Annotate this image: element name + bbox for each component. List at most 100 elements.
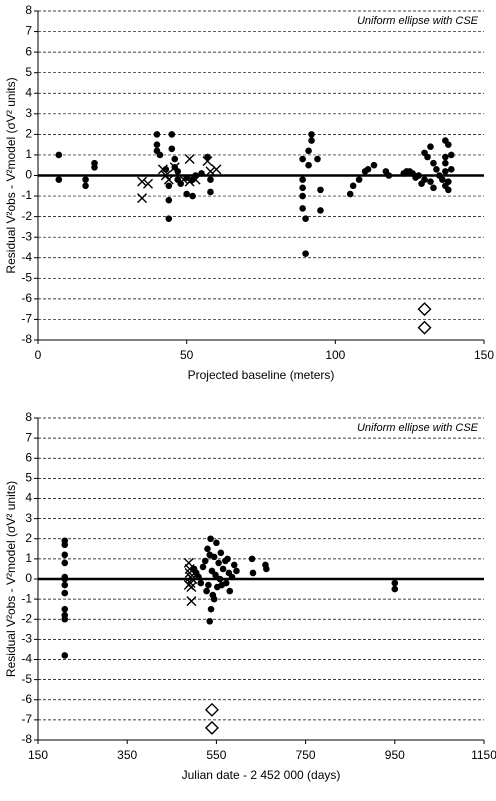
point <box>61 589 69 597</box>
point <box>249 569 257 577</box>
point <box>82 176 89 183</box>
point <box>183 190 190 198</box>
point <box>199 563 207 571</box>
point <box>442 168 449 175</box>
point <box>184 154 195 165</box>
point <box>210 553 218 561</box>
point <box>445 141 452 148</box>
point <box>201 557 209 565</box>
x-tick-label: 0 <box>35 348 42 362</box>
point <box>61 605 69 613</box>
point <box>143 178 154 189</box>
point <box>445 178 452 185</box>
point <box>178 174 189 185</box>
point <box>317 207 324 214</box>
point <box>433 166 440 173</box>
point <box>305 161 312 169</box>
point <box>447 151 455 159</box>
point <box>417 302 432 317</box>
point <box>61 551 69 559</box>
point <box>445 186 452 194</box>
point <box>430 159 437 167</box>
point <box>163 174 174 185</box>
x-tick-label: 550 <box>206 748 226 762</box>
annotation: Uniform ellipse with CSE <box>357 15 479 27</box>
point <box>430 184 437 192</box>
x-tick-label: 750 <box>296 748 316 762</box>
y-tick-label: 2 <box>25 127 32 141</box>
point <box>233 567 240 575</box>
point <box>299 176 306 183</box>
point <box>137 193 148 204</box>
point <box>61 541 69 549</box>
y-tick-label: -6 <box>21 692 32 706</box>
point <box>226 587 234 595</box>
chart-panel: -8 -7 -6 -5 -4 -3 -2 -1 0 1 2 3 4 5 6 7 8 0 50 100 150 Projec… <box>4 3 494 382</box>
point <box>55 176 63 183</box>
point <box>91 163 98 171</box>
y-axis-label: Residual V²obs - V²model (σV² units) <box>4 481 18 677</box>
y-tick-label: -4 <box>21 652 32 666</box>
y-tick-label: 0 <box>25 571 32 585</box>
point <box>299 155 306 163</box>
y-tick-label: -1 <box>21 188 32 202</box>
point <box>204 720 219 735</box>
point <box>299 205 306 212</box>
point <box>61 559 69 567</box>
point <box>153 141 161 148</box>
y-tick-label: 3 <box>25 106 32 120</box>
point <box>346 190 354 198</box>
point <box>222 579 230 587</box>
y-tick-label: -1 <box>21 591 32 605</box>
point <box>153 131 161 138</box>
point <box>156 151 164 159</box>
y-tick-label: 0 <box>25 168 32 182</box>
point <box>190 174 201 185</box>
point <box>349 182 357 190</box>
point <box>314 155 321 163</box>
point <box>169 162 180 173</box>
x-tick-label: 350 <box>117 748 137 762</box>
point <box>442 153 449 161</box>
point <box>165 182 173 190</box>
point <box>263 565 270 573</box>
point <box>205 166 216 177</box>
point <box>205 581 212 589</box>
y-tick-label: 6 <box>25 44 32 58</box>
y-tick-label: 2 <box>25 531 32 545</box>
point <box>219 565 227 573</box>
point <box>364 166 372 173</box>
point <box>248 555 256 563</box>
point <box>165 196 173 204</box>
point <box>230 561 238 569</box>
y-tick-label: 4 <box>25 85 32 99</box>
point <box>171 155 179 163</box>
point <box>82 182 89 190</box>
point <box>228 573 236 581</box>
y-tick-label: -5 <box>21 270 32 284</box>
point <box>165 215 173 222</box>
point <box>299 192 306 200</box>
point <box>308 131 315 138</box>
y-tick-label: 7 <box>25 430 32 444</box>
annotation: Uniform ellipse with CSE <box>357 422 479 434</box>
point <box>207 176 214 183</box>
y-tick-label: 4 <box>25 491 32 505</box>
y-tick-label: 6 <box>25 450 32 464</box>
y-tick-label: 8 <box>25 410 32 424</box>
point <box>61 615 69 623</box>
y-tick-label: 5 <box>25 471 32 485</box>
point <box>183 580 194 591</box>
point <box>417 320 432 335</box>
x-axis-label: Julian date - 2 452 000 (days) <box>182 768 341 782</box>
point <box>204 545 211 553</box>
point <box>184 563 195 574</box>
y-tick-label: -3 <box>21 632 32 646</box>
point <box>217 549 225 557</box>
point <box>302 250 309 257</box>
point <box>305 147 312 155</box>
point <box>207 188 214 196</box>
point <box>197 579 205 587</box>
y-tick-label: -8 <box>21 332 32 346</box>
point <box>385 172 393 179</box>
